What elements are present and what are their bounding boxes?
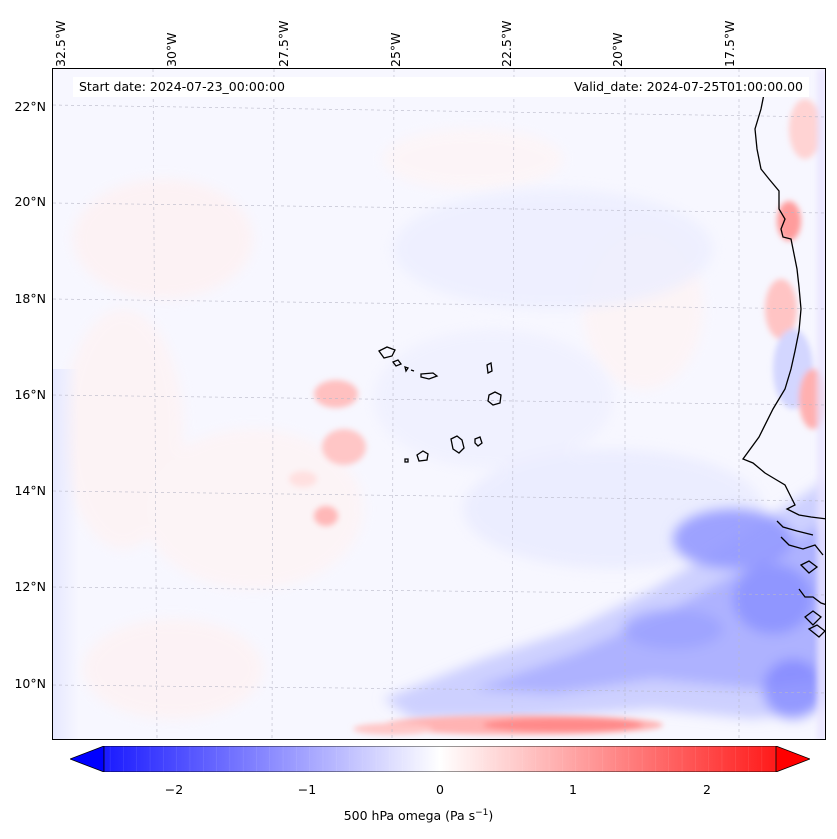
colorbar-extend-max	[775, 745, 812, 773]
lon-label-27.5w: 27.5°W	[276, 20, 291, 67]
lat-label-22n: 22°N	[14, 99, 46, 114]
colorbar-tick-2: 2	[703, 782, 711, 797]
omega-field-map	[53, 69, 826, 739]
valid-date-label: Valid_date: 2024-07-25T01:00:00.00	[573, 79, 803, 94]
cape-verde-islands	[378, 346, 502, 463]
colorbar-tick-neg2: −2	[164, 782, 184, 797]
african-coastline[interactable]	[741, 88, 826, 638]
colorbar-tick-neg1: −1	[297, 782, 317, 797]
coastal-omega-signals	[765, 69, 825, 739]
lon-label-20w: 20°W	[610, 32, 625, 67]
colorbar-extend-min	[68, 745, 105, 773]
colorbar-tick-1: 1	[569, 782, 577, 797]
lon-label-32.5w: 32.5°W	[53, 20, 68, 67]
lon-label-17.5w: 17.5°W	[722, 20, 737, 67]
lat-label-14n: 14°N	[14, 483, 46, 498]
lat-label-10n: 10°N	[14, 676, 46, 691]
lat-label-16n: 16°N	[14, 387, 46, 402]
negative-omega-band	[383, 480, 825, 719]
colorbar-tick-0: 0	[436, 782, 444, 797]
lon-label-22.5w: 22.5°W	[499, 20, 514, 67]
colorbar	[68, 745, 812, 776]
start-date-label: Start date: 2024-07-23_00:00:00	[79, 79, 285, 94]
colorbar-label: 500 hPa omega (Pa s−1)	[343, 808, 494, 824]
weak-negative-regions	[373, 189, 763, 569]
date-info-bar: Start date: 2024-07-23_00:00:00 Valid_da…	[73, 77, 809, 97]
left-edge-negative	[53, 369, 79, 739]
lat-label-18n: 18°N	[14, 291, 46, 306]
positive-omega-cells	[289, 380, 366, 526]
lat-label-20n: 20°N	[14, 194, 46, 209]
lon-label-30w: 30°W	[164, 32, 179, 67]
lat-label-12n: 12°N	[14, 579, 46, 594]
map-panel[interactable]: Start date: 2024-07-23_00:00:00 Valid_da…	[52, 68, 826, 740]
positive-omega-band-south	[353, 715, 663, 735]
colorbar-graphic	[68, 745, 812, 776]
lon-label-25w: 25°W	[388, 32, 403, 67]
graticule	[53, 69, 825, 739]
